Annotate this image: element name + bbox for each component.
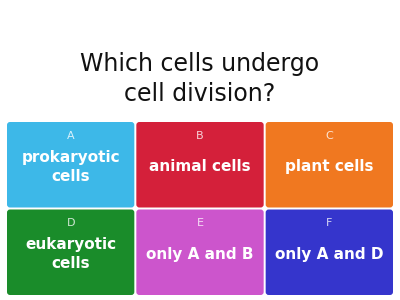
Text: plant cells: plant cells	[285, 159, 374, 174]
Text: animal cells: animal cells	[149, 159, 251, 174]
Text: E: E	[196, 218, 204, 229]
Text: D: D	[66, 218, 75, 229]
Text: only A and B: only A and B	[146, 247, 254, 262]
Text: C: C	[326, 131, 333, 141]
FancyBboxPatch shape	[266, 209, 393, 295]
FancyBboxPatch shape	[7, 122, 134, 208]
Text: Which cells undergo
cell division?: Which cells undergo cell division?	[80, 52, 320, 106]
Text: A: A	[67, 131, 74, 141]
Text: F: F	[326, 218, 332, 229]
Text: only A and D: only A and D	[275, 247, 384, 262]
FancyBboxPatch shape	[136, 122, 264, 208]
FancyBboxPatch shape	[266, 122, 393, 208]
Text: B: B	[196, 131, 204, 141]
FancyBboxPatch shape	[136, 209, 264, 295]
Text: prokaryotic
cells: prokaryotic cells	[21, 150, 120, 184]
Text: eukaryotic
cells: eukaryotic cells	[25, 238, 116, 271]
FancyBboxPatch shape	[7, 209, 134, 295]
